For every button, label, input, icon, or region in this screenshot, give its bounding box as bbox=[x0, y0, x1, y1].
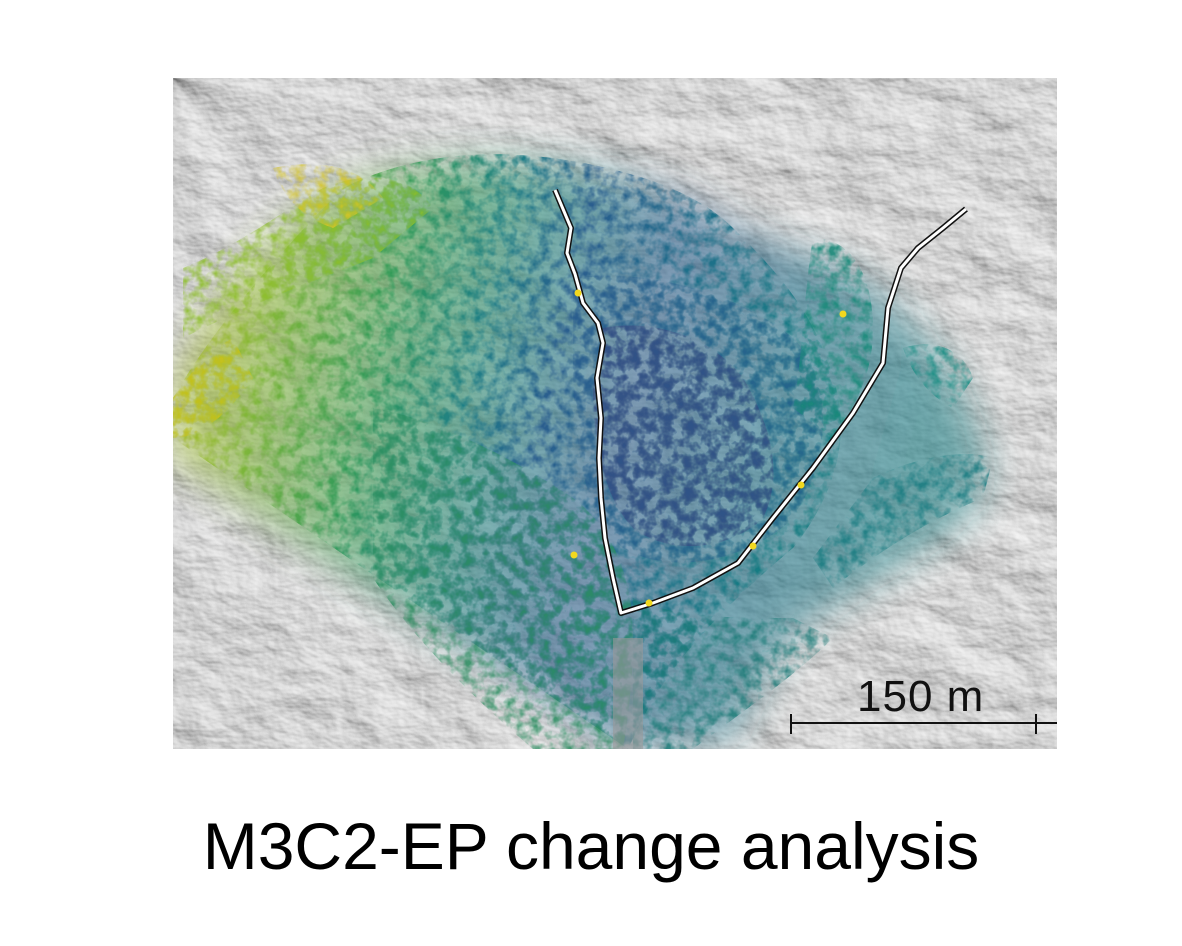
sample-point-marker bbox=[797, 481, 805, 489]
change-map-image: 150 m bbox=[173, 78, 1057, 749]
sample-point-marker bbox=[574, 289, 582, 297]
scale-bar-label: 150 m bbox=[857, 672, 984, 721]
sample-point-markers bbox=[570, 289, 847, 607]
sample-point-marker bbox=[749, 542, 757, 550]
sample-point-marker bbox=[570, 551, 578, 559]
sample-point-marker bbox=[839, 310, 847, 318]
profile-line bbox=[552, 188, 968, 616]
change-map-svg: 150 m bbox=[173, 78, 1057, 749]
figure-caption: M3C2-EP change analysis bbox=[202, 809, 980, 883]
change-overlay bbox=[173, 154, 993, 749]
sample-point-marker bbox=[645, 599, 653, 607]
scale-bar: 150 m bbox=[790, 672, 1057, 734]
